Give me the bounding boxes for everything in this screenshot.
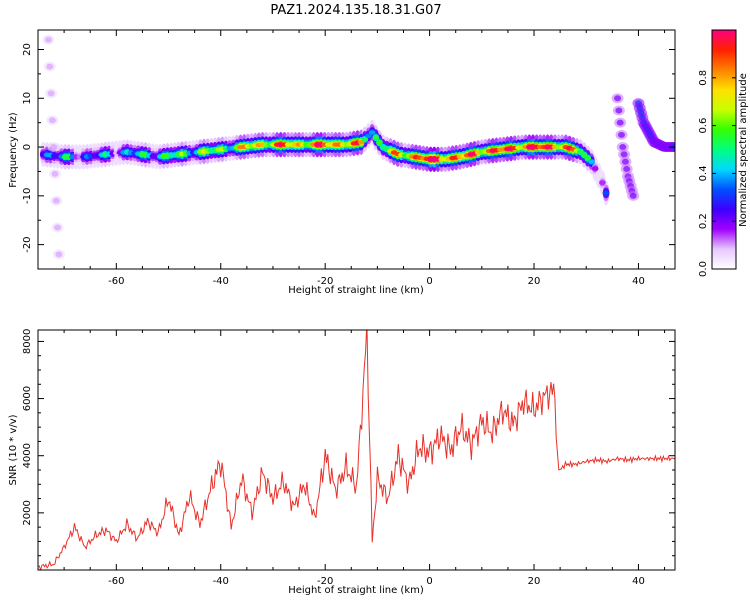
colorbar-ticks: 0.0 0.2 0.4 0.6 0.8: [698, 70, 736, 277]
x-tick-label: -20: [317, 576, 333, 587]
y-tick-label: 8000: [22, 329, 33, 354]
chart-title: PAZ1.2024.135.18.31.G07: [270, 3, 441, 18]
snr-series: [38, 330, 675, 570]
x-tick-label: -40: [213, 276, 229, 287]
spectrogram-y-label: Frequency (Hz): [8, 112, 19, 188]
spectrogram-cell: [372, 135, 380, 140]
spectrogram-cell: [580, 152, 588, 158]
snr-x-label: Height of straight line (km): [288, 585, 424, 596]
spectrogram-cell: [51, 170, 59, 177]
y-tick-label: 20: [22, 43, 33, 56]
colorbar: 0.0 0.2 0.4 0.6 0.8 Normalized spectral ampl…: [698, 29, 749, 277]
x-tick-label: -20: [317, 276, 333, 287]
spectrogram-cell: [629, 192, 637, 199]
colorbar-frame: [711, 29, 737, 270]
y-tick-label: 4000: [22, 443, 33, 468]
y-tick-label: 10: [22, 92, 33, 105]
x-tick-label: 20: [528, 576, 541, 587]
snr-panel: -60 -40 -20 0 20 40 2000 4000 6000 8000 Height o…: [8, 329, 676, 596]
spectrogram-cell: [584, 156, 592, 161]
spectrogram-cell: [357, 140, 365, 145]
x-tick-label: -60: [108, 276, 124, 287]
y-tick-label: -10: [22, 188, 33, 204]
y-tick-label: -20: [22, 236, 33, 252]
x-tick-label: 40: [632, 276, 645, 287]
colorbar-label: Normalized spectral amplitude: [738, 73, 749, 227]
spectrogram-cell: [623, 166, 631, 173]
colorbar-tick-label: 0.6: [698, 118, 709, 134]
colorbar-tick-label: 0.8: [698, 70, 709, 86]
snr-line: [38, 330, 675, 570]
spectrogram-cell: [47, 90, 55, 97]
colorbar-tick-label: 0.2: [698, 213, 709, 229]
spectrogram-cell: [376, 140, 383, 145]
x-tick-label: 40: [632, 576, 645, 587]
spectrogram-cell: [617, 131, 625, 138]
y-tick-label: 0: [22, 144, 33, 150]
spectrogram-cell: [599, 180, 606, 185]
snr-y-axis: 2000 4000 6000 8000: [22, 329, 675, 571]
spectrogram-cell: [48, 117, 56, 124]
spectrogram-cell: [614, 95, 622, 102]
colorbar-tick-label: 0.0: [698, 261, 709, 277]
spectrogram-cell: [368, 130, 376, 135]
spectrogram-cell: [621, 158, 629, 165]
spectrogram-cell: [616, 119, 624, 126]
colorbar-gradient: [712, 30, 736, 269]
spectrogram-cell: [595, 173, 603, 178]
colorbar-tick-label: 0.4: [698, 165, 709, 181]
spectrogram-cell: [54, 224, 62, 231]
y-tick-label: 6000: [22, 386, 33, 411]
spectrogram-cell: [361, 137, 369, 142]
snr-background: [38, 330, 675, 570]
spectrogram-cell: [619, 144, 627, 151]
x-tick-label: 0: [426, 276, 432, 287]
snr-x-axis: -60 -40 -20 0 20 40: [37, 330, 666, 587]
spectrogram-cell: [44, 36, 52, 43]
y-tick-label: 2000: [22, 500, 33, 525]
spectrogram-cell: [52, 197, 60, 204]
x-tick-label: 20: [528, 276, 541, 287]
snr-frame: [37, 329, 676, 571]
spectrogram-x-axis: -60 -40 -20 0 20 40: [37, 30, 666, 287]
snr-y-label: SNR (10 * v/v): [8, 414, 19, 485]
x-tick-label: 0: [426, 576, 432, 587]
spectrogram-cell: [55, 251, 63, 258]
spectrogram-cell: [46, 63, 54, 70]
spectrogram-cell: [50, 144, 58, 151]
spectrogram-cell: [588, 159, 595, 164]
spectrogram-frame: [37, 29, 676, 270]
spectrogram-image: [39, 34, 675, 260]
spectrogram-cell: [577, 149, 584, 154]
x-tick-label: -60: [108, 576, 124, 587]
x-tick-label: -40: [213, 576, 229, 587]
spectrogram-cell: [602, 190, 610, 196]
spectrogram-x-label: Height of straight line (km): [288, 285, 424, 296]
spectrogram-cell: [591, 166, 599, 171]
spectrogram-cell: [615, 107, 623, 114]
spectrogram-cell: [365, 133, 372, 139]
spectrogram-panel: -60 -40 -20 0 20 40 -20 -10 0 10 20 Height of str…: [8, 29, 676, 296]
spectrogram-cell: [620, 151, 628, 158]
spectrogram-y-axis: -20 -10 0 10 20: [22, 43, 675, 270]
